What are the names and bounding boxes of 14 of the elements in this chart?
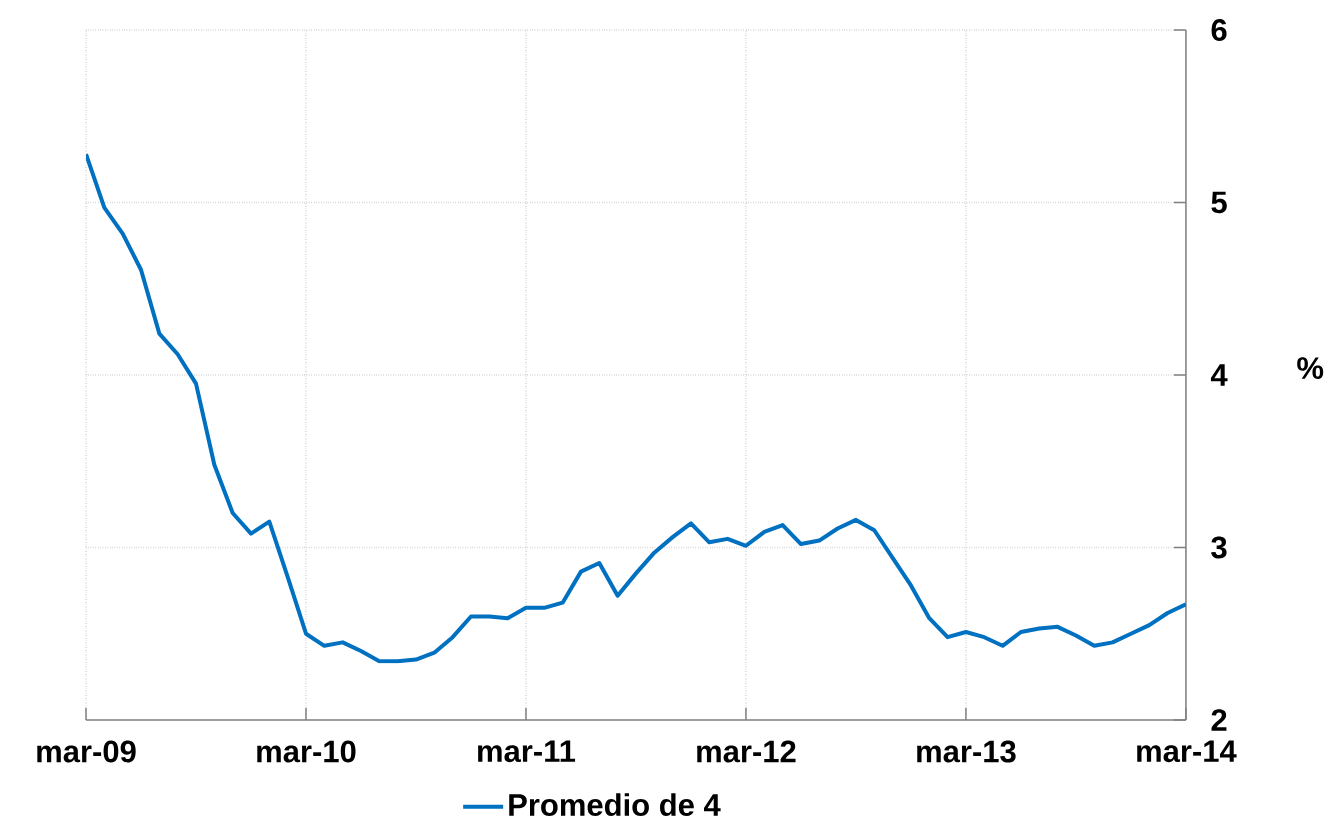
y-tick-label: 6 (1211, 19, 1227, 41)
y-axis-title: % (1297, 357, 1324, 379)
x-tick-label: mar-11 (478, 740, 576, 763)
y-tick-label: 3 (1211, 536, 1227, 559)
y-tick-label: 4 (1210, 364, 1228, 386)
x-tick-label: mar-12 (697, 740, 796, 763)
y-tick-label: 5 (1211, 191, 1227, 214)
x-tick-label: mar-09 (37, 740, 136, 763)
y-tick-label: 2 (1211, 709, 1227, 731)
x-tick-label: mar-14 (1137, 740, 1237, 763)
legend-label: Promedio de 4 (509, 793, 721, 816)
x-tick-label: mar-13 (917, 740, 1016, 763)
x-tick-label: mar-10 (257, 740, 356, 763)
line-series (86, 152, 1186, 664)
